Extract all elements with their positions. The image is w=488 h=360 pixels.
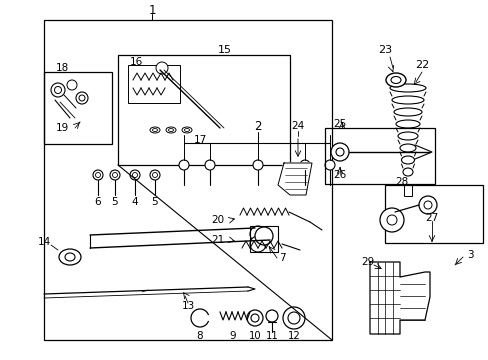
Text: 10: 10 bbox=[248, 331, 261, 341]
Circle shape bbox=[379, 208, 403, 232]
Text: 8: 8 bbox=[196, 331, 203, 341]
Ellipse shape bbox=[401, 156, 414, 164]
Text: 2: 2 bbox=[254, 120, 261, 132]
Circle shape bbox=[130, 170, 140, 180]
Circle shape bbox=[254, 227, 272, 245]
Bar bbox=[44, 72, 112, 144]
Circle shape bbox=[330, 143, 348, 161]
Text: 25: 25 bbox=[333, 119, 346, 129]
Bar bbox=[325, 128, 434, 184]
Ellipse shape bbox=[393, 108, 421, 116]
Bar bbox=[403, 184, 411, 196]
Text: 11: 11 bbox=[265, 331, 278, 341]
Text: 5: 5 bbox=[151, 197, 158, 207]
Ellipse shape bbox=[150, 127, 160, 133]
Ellipse shape bbox=[402, 168, 412, 176]
Text: 5: 5 bbox=[111, 197, 118, 207]
Circle shape bbox=[95, 172, 101, 177]
Circle shape bbox=[265, 310, 278, 322]
Circle shape bbox=[54, 86, 61, 94]
Polygon shape bbox=[278, 163, 311, 195]
Bar bbox=[44, 20, 331, 340]
Ellipse shape bbox=[168, 129, 173, 131]
Circle shape bbox=[283, 307, 305, 329]
Text: 29: 29 bbox=[361, 257, 374, 267]
Circle shape bbox=[67, 80, 77, 90]
Ellipse shape bbox=[65, 253, 75, 261]
Text: 23: 23 bbox=[377, 45, 391, 55]
Ellipse shape bbox=[391, 96, 423, 104]
Circle shape bbox=[156, 62, 168, 74]
Circle shape bbox=[252, 160, 263, 170]
Text: 22: 22 bbox=[414, 60, 428, 70]
Text: 9: 9 bbox=[229, 331, 236, 341]
Bar bbox=[384, 185, 482, 243]
Bar bbox=[249, 226, 278, 252]
Text: 18: 18 bbox=[55, 63, 68, 73]
Text: 20: 20 bbox=[211, 215, 224, 225]
Text: 16: 16 bbox=[129, 57, 142, 67]
Circle shape bbox=[79, 95, 85, 101]
Text: 13: 13 bbox=[181, 301, 194, 311]
Text: 21: 21 bbox=[211, 235, 224, 245]
Circle shape bbox=[93, 170, 103, 180]
Circle shape bbox=[386, 215, 396, 225]
Circle shape bbox=[325, 160, 334, 170]
Circle shape bbox=[250, 314, 259, 322]
Text: 26: 26 bbox=[333, 170, 346, 180]
Bar bbox=[118, 55, 289, 165]
Ellipse shape bbox=[390, 77, 400, 84]
Text: 3: 3 bbox=[466, 250, 472, 260]
Text: 28: 28 bbox=[395, 177, 408, 187]
Circle shape bbox=[179, 160, 189, 170]
Ellipse shape bbox=[399, 144, 415, 152]
Circle shape bbox=[287, 312, 299, 324]
Ellipse shape bbox=[59, 249, 81, 265]
Circle shape bbox=[299, 160, 309, 170]
Circle shape bbox=[249, 236, 265, 252]
Text: 14: 14 bbox=[37, 237, 51, 247]
Text: 7: 7 bbox=[278, 253, 285, 263]
Bar bbox=[128, 65, 180, 103]
Text: 15: 15 bbox=[218, 45, 231, 55]
Circle shape bbox=[112, 172, 117, 177]
Ellipse shape bbox=[389, 84, 425, 92]
Ellipse shape bbox=[385, 73, 405, 87]
Circle shape bbox=[152, 172, 157, 177]
Ellipse shape bbox=[397, 132, 417, 140]
Circle shape bbox=[335, 148, 343, 156]
Ellipse shape bbox=[165, 127, 176, 133]
Text: 4: 4 bbox=[131, 197, 138, 207]
Circle shape bbox=[423, 201, 431, 209]
Text: 12: 12 bbox=[287, 331, 300, 341]
Ellipse shape bbox=[152, 129, 157, 131]
Text: 24: 24 bbox=[291, 121, 304, 131]
Circle shape bbox=[132, 172, 137, 177]
Circle shape bbox=[110, 170, 120, 180]
Polygon shape bbox=[90, 228, 267, 248]
Text: 6: 6 bbox=[95, 197, 101, 207]
Text: 17: 17 bbox=[193, 135, 206, 145]
Text: 19: 19 bbox=[55, 123, 68, 133]
Ellipse shape bbox=[182, 127, 192, 133]
Ellipse shape bbox=[184, 129, 189, 131]
Circle shape bbox=[76, 92, 88, 104]
Circle shape bbox=[418, 196, 436, 214]
Text: 1: 1 bbox=[148, 4, 156, 17]
Text: 27: 27 bbox=[425, 213, 438, 223]
Circle shape bbox=[51, 83, 65, 97]
Circle shape bbox=[150, 170, 160, 180]
Circle shape bbox=[204, 160, 215, 170]
Circle shape bbox=[249, 226, 265, 242]
Circle shape bbox=[246, 310, 263, 326]
Ellipse shape bbox=[395, 120, 419, 128]
